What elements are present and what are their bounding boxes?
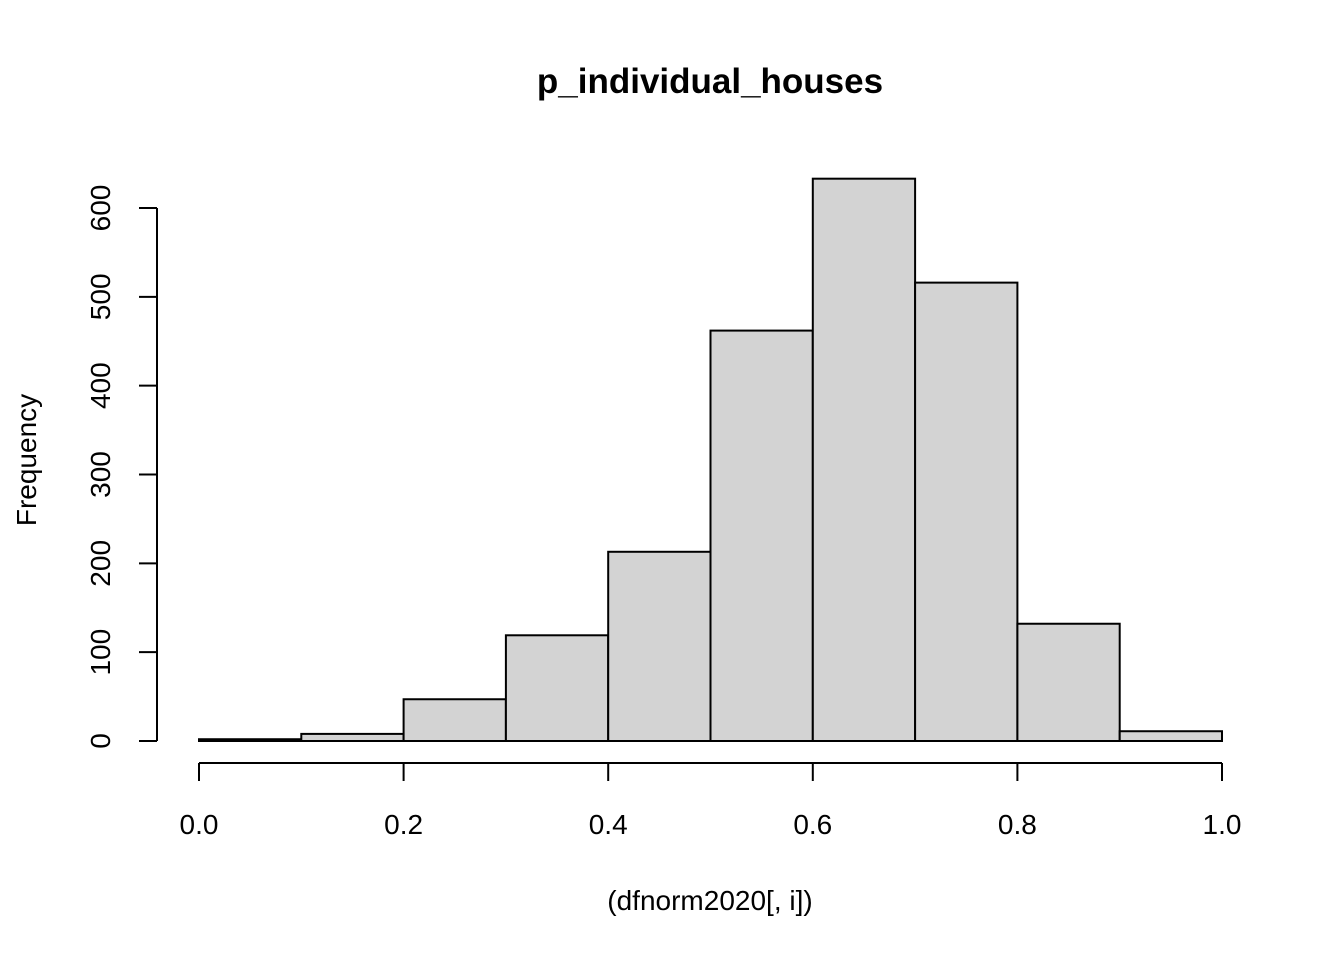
y-tick-label: 200 <box>85 540 116 587</box>
histogram-bar-4 <box>607 550 712 742</box>
y-tick-label: 100 <box>85 629 116 676</box>
x-tick-label: 0.2 <box>384 809 423 840</box>
histogram-bar-0 <box>198 738 303 742</box>
x-tick-label: 1.0 <box>1203 809 1242 840</box>
y-axis: 0 100 200 300 400 500 600 <box>85 185 158 749</box>
x-tick-label: 0.0 <box>180 809 219 840</box>
chart-title: p_individual_houses <box>537 62 883 101</box>
x-tick-label: 0.6 <box>793 809 832 840</box>
histogram-bar-5 <box>709 329 814 742</box>
x-axis-label: (dfnorm2020[, i]) <box>607 885 812 916</box>
x-axis: 0.0 0.2 0.4 0.6 0.8 1.0 <box>180 762 1242 840</box>
histogram-bar-6 <box>811 177 917 742</box>
y-tick-label: 500 <box>85 273 116 320</box>
histogram-bar-1 <box>300 732 405 742</box>
y-tick-label: 600 <box>85 185 116 232</box>
histogram-bar-8 <box>1016 622 1121 742</box>
histogram-bar-3 <box>504 634 610 742</box>
histogram-bar-7 <box>914 281 1019 742</box>
y-tick-label: 300 <box>85 451 116 498</box>
y-tick-label: 400 <box>85 362 116 409</box>
bars-group <box>198 177 1223 743</box>
y-tick-label: 0 <box>85 733 116 749</box>
x-tick-label: 0.4 <box>589 809 628 840</box>
x-tick-label: 0.8 <box>998 809 1037 840</box>
histogram-bar-2 <box>402 698 507 743</box>
histogram-bar-9 <box>1118 730 1223 742</box>
y-axis-label: Frequency <box>11 394 42 526</box>
